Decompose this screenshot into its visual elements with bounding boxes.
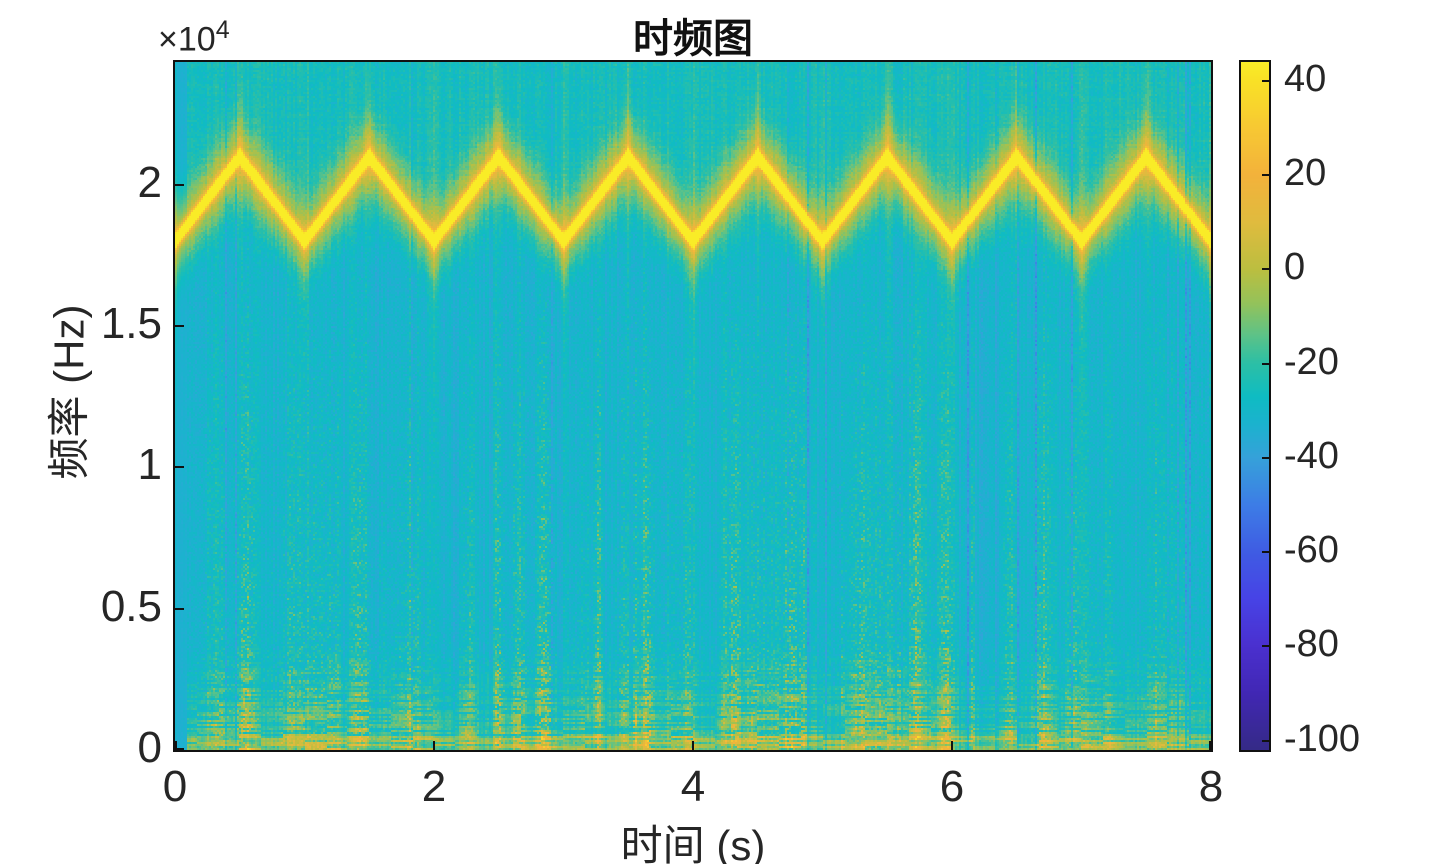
colorbar-tick-label: -80 [1284,623,1339,666]
colorbar-canvas [1241,62,1269,750]
colorbar-tick-label: 0 [1284,246,1306,289]
spectrogram-plot-area [173,60,1213,752]
chart-title: 时频图 [633,16,753,61]
x-axis-label: 时间 (s) [620,822,766,864]
y-tick-label: 1 [137,440,162,490]
x-tick-label: 6 [939,762,965,811]
colorbar-tick-mark [1262,268,1269,271]
colorbar-tick-label: -60 [1284,529,1339,572]
y-tick-label: 2 [137,157,162,207]
x-tick-label: 8 [1198,762,1224,811]
y-tick-label: 0.5 [100,581,162,631]
x-tick-label: 2 [421,762,447,811]
x-tick-mark [433,741,435,750]
colorbar-tick-label: 20 [1284,152,1327,195]
x-tick-label: 4 [680,762,706,811]
spectrogram-canvas [175,62,1211,750]
y-tick-mark [175,466,184,469]
colorbar-tick-mark [1262,551,1269,554]
colorbar-tick-label: -40 [1284,434,1339,477]
colorbar-tick-label: -20 [1284,340,1339,383]
y-tick-label: 0 [137,723,162,772]
colorbar [1239,60,1271,752]
colorbar-tick-mark [1262,362,1269,365]
colorbar-tick-label: 40 [1284,57,1327,100]
x-tick-label: 0 [162,762,188,811]
y-tick-label: 1.5 [100,299,162,349]
x-tick-mark [1209,741,1211,750]
x-tick-mark [692,741,694,750]
y-axis-multiplier: ×104 [158,16,230,59]
colorbar-tick-label: -100 [1284,717,1361,760]
x-tick-mark [175,741,177,750]
y-axis-multiplier-exponent: 4 [215,16,230,44]
y-axis-multiplier-base: ×10 [158,20,216,59]
y-tick-mark [175,325,184,328]
y-tick-mark [175,183,184,186]
y-tick-mark [175,607,184,610]
colorbar-tick-mark [1262,456,1269,459]
colorbar-tick-mark [1262,174,1269,177]
y-tick-mark [175,748,184,750]
colorbar-tick-mark [1262,645,1269,648]
x-tick-mark [951,741,953,750]
colorbar-tick-mark [1262,79,1269,82]
colorbar-tick-mark [1262,739,1269,742]
